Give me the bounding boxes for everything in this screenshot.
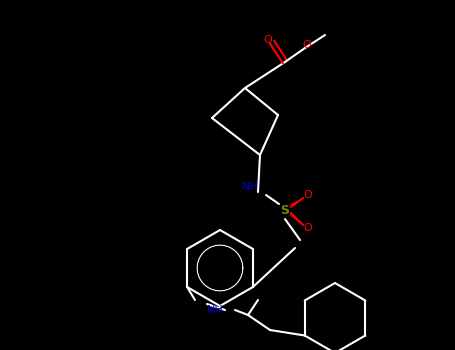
Text: O: O xyxy=(263,35,273,45)
Text: O: O xyxy=(303,40,311,50)
Text: S: S xyxy=(280,203,289,217)
Text: O: O xyxy=(303,223,313,233)
Text: NH: NH xyxy=(207,305,223,315)
Text: NH: NH xyxy=(242,182,258,192)
Text: O: O xyxy=(303,190,313,200)
